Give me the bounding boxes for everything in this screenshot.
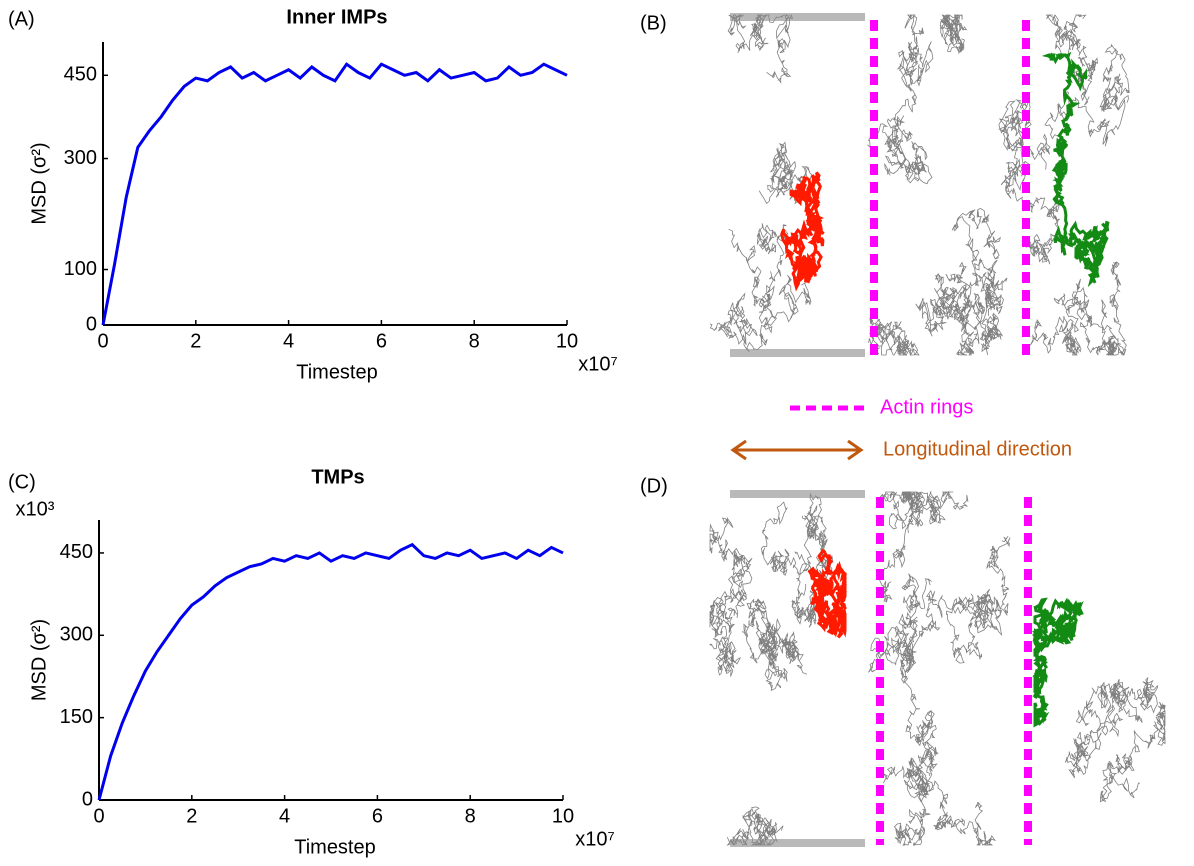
trajectory	[884, 115, 933, 185]
trajectory	[758, 141, 816, 205]
legend-text: Longitudinal direction	[883, 438, 1072, 460]
trajectory	[949, 283, 986, 356]
x-tick-label: 10	[556, 330, 578, 352]
trajectory	[1029, 291, 1108, 356]
trajectory	[946, 535, 1011, 664]
y-multiplier: x10³	[16, 498, 55, 520]
x-tick-label: 0	[97, 330, 108, 352]
panel-label: (B)	[640, 12, 667, 34]
trajectory	[915, 273, 967, 337]
trajectory	[780, 171, 825, 292]
x-multiplier: x10⁷	[578, 353, 617, 375]
band	[730, 839, 865, 847]
legend-text: Actin rings	[880, 396, 973, 418]
trajectories	[709, 13, 1166, 847]
x-tick-label: 4	[279, 805, 290, 827]
trajectory	[1000, 161, 1060, 265]
x-multiplier: x10⁷	[575, 828, 614, 850]
y-tick-label: 300	[64, 147, 97, 169]
y-tick-label: 450	[60, 541, 93, 563]
trajectory	[1097, 676, 1159, 723]
trajectory	[998, 99, 1051, 177]
x-tick-label: 6	[376, 330, 387, 352]
trajectory	[728, 223, 789, 326]
trajectory	[760, 501, 818, 628]
x-axis-label: Timestep	[294, 836, 376, 858]
band	[730, 13, 865, 21]
trajectory	[895, 588, 1003, 666]
trajectory	[1065, 681, 1124, 779]
trajectory	[899, 646, 939, 777]
x-tick-label: 2	[186, 805, 197, 827]
trajectory	[868, 317, 920, 356]
trajectory	[945, 208, 1004, 315]
y-tick-label: 450	[64, 64, 97, 86]
trajectory	[746, 598, 807, 692]
y-tick-label: 300	[60, 624, 93, 646]
trajectory	[1099, 701, 1166, 803]
y-tick-label: 0	[86, 313, 97, 335]
panel-label: (A)	[8, 8, 35, 30]
chart-title: Inner IMPs	[286, 6, 387, 28]
band	[730, 349, 865, 357]
x-tick-label: 6	[372, 805, 383, 827]
y-tick-label: 100	[64, 258, 97, 280]
x-tick-label: 8	[465, 805, 476, 827]
trajectory	[1075, 261, 1127, 356]
msd-line	[101, 62, 568, 326]
trajectory	[727, 13, 793, 84]
trajectory	[939, 14, 968, 54]
direction-arrow	[730, 439, 864, 461]
y-tick-label: 0	[82, 788, 93, 810]
trajectory	[867, 14, 934, 149]
y-tick-label: 150	[60, 706, 93, 728]
x-tick-label: 2	[190, 330, 201, 352]
band	[730, 490, 865, 498]
trajectory	[709, 274, 812, 352]
msd-line	[97, 542, 564, 801]
trajectory	[1044, 44, 1130, 147]
x-tick-label: 10	[552, 805, 574, 827]
x-tick-label: 0	[93, 805, 104, 827]
y-axis-label: MSD (σ²)	[28, 142, 50, 224]
y-axis-label: MSD (σ²)	[28, 619, 50, 701]
panel-label: (D)	[640, 475, 668, 497]
trajectory	[882, 765, 997, 846]
x-axis-label: Timestep	[296, 361, 378, 383]
trajectory	[877, 491, 923, 603]
trajectory	[794, 492, 834, 583]
trajectory	[709, 590, 742, 677]
trajectory	[709, 516, 753, 663]
trajectory	[807, 548, 847, 639]
x-tick-label: 8	[469, 330, 480, 352]
trajectory	[1041, 51, 1110, 288]
panel-label: (C)	[8, 471, 36, 493]
trajectory	[868, 573, 932, 673]
x-tick-label: 4	[283, 330, 294, 352]
trajectory	[973, 257, 1008, 356]
trajectory	[1031, 597, 1084, 728]
trajectory	[1045, 14, 1098, 106]
chart-title: TMPs	[311, 466, 364, 488]
